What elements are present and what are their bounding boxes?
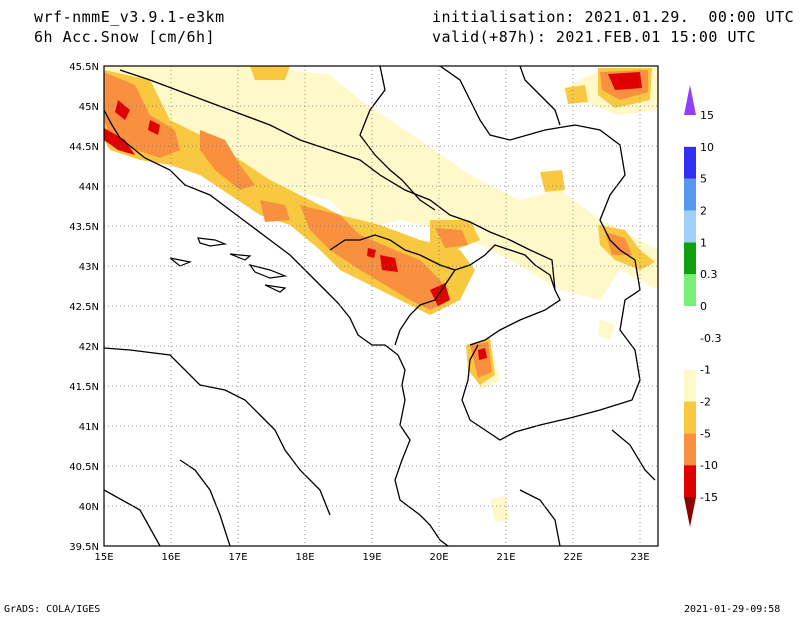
colorbar-label: 0.3 [700, 268, 718, 281]
colorbar-swatch [684, 465, 696, 497]
colorbar-label: -1 [700, 364, 711, 377]
colorbar-label: -5 [700, 427, 711, 440]
colorbar-high-arrow [684, 85, 696, 115]
lon-label: 16E [161, 552, 180, 563]
colorbar-swatch [684, 274, 696, 306]
colorbar-label: 10 [700, 141, 714, 154]
colorbar-swatch [684, 337, 696, 370]
lon-label: 19E [362, 552, 381, 563]
colorbar-swatch [684, 178, 696, 211]
lon-label: 15E [94, 552, 113, 563]
lat-label: 40N [79, 502, 99, 513]
lon-label: 23E [630, 552, 649, 563]
snow-peak-shading [104, 72, 642, 360]
colorbar-swatch [684, 433, 696, 466]
lat-label: 39.5N [69, 542, 99, 553]
colorbar-swatch [684, 401, 696, 434]
lon-label: 21E [496, 552, 515, 563]
lon-axis: 15E 16E 17E 18E 19E 20E 21E 22E 23E [94, 552, 649, 563]
lat-label: 42N [79, 342, 99, 353]
lat-label: 43.5N [69, 222, 99, 233]
model-title: wrf-nmmE_v3.9.1-e3km [34, 8, 225, 26]
colorbar-label: 2 [700, 205, 707, 218]
variable-title: 6h Acc.Snow [cm/6h] [34, 28, 216, 46]
lon-label: 17E [228, 552, 247, 563]
colorbar-label: 1 [700, 236, 707, 249]
colorbar-label: -0.3 [700, 332, 721, 345]
lat-label: 41.5N [69, 382, 99, 393]
lat-axis: 45.5N 45N 44.5N 44N 43.5N 43N 42.5N 42N … [69, 62, 99, 553]
lon-label: 18E [295, 552, 314, 563]
colorbar-swatch [684, 210, 696, 243]
lat-label: 44.5N [69, 142, 99, 153]
colorbar-label: -10 [700, 459, 718, 472]
lat-label: 40.5N [69, 462, 99, 473]
lon-label: 20E [429, 552, 448, 563]
lat-label: 45N [79, 102, 99, 113]
colorbar-label: 15 [700, 109, 714, 122]
valid-time: valid(+87h): 2021.FEB.01 15:00 UTC [432, 28, 757, 46]
colorbar-swatch [684, 242, 696, 275]
colorbar-swatch [684, 146, 696, 179]
colorbar-label: 5 [700, 173, 707, 186]
colorbar-swatch [684, 369, 696, 402]
colorbar: -15 -10 -5 -2 -1 -0.3 0 0.3 1 2 5 10 15 [684, 85, 721, 527]
lat-label: 44N [79, 182, 99, 193]
footer-left: GrADS: COLA/IGES [4, 604, 101, 615]
colorbar-label: -2 [700, 396, 711, 409]
grid [104, 66, 658, 546]
lat-label: 43N [79, 262, 99, 273]
footer-right: 2021-01-29-09:58 [684, 604, 781, 615]
map-frame [103, 65, 659, 547]
init-time: initialisation: 2021.01.29. 00:00 UTC [432, 8, 795, 26]
lat-label: 41N [79, 422, 99, 433]
colorbar-low-arrow [684, 497, 696, 527]
lat-label: 42.5N [69, 302, 99, 313]
colorbar-swatch [684, 306, 696, 338]
colorbar-label: 0 [700, 300, 707, 313]
lon-label: 22E [563, 552, 582, 563]
lat-label: 45.5N [69, 62, 99, 73]
colorbar-label: -15 [700, 491, 718, 504]
islands [169, 237, 288, 293]
